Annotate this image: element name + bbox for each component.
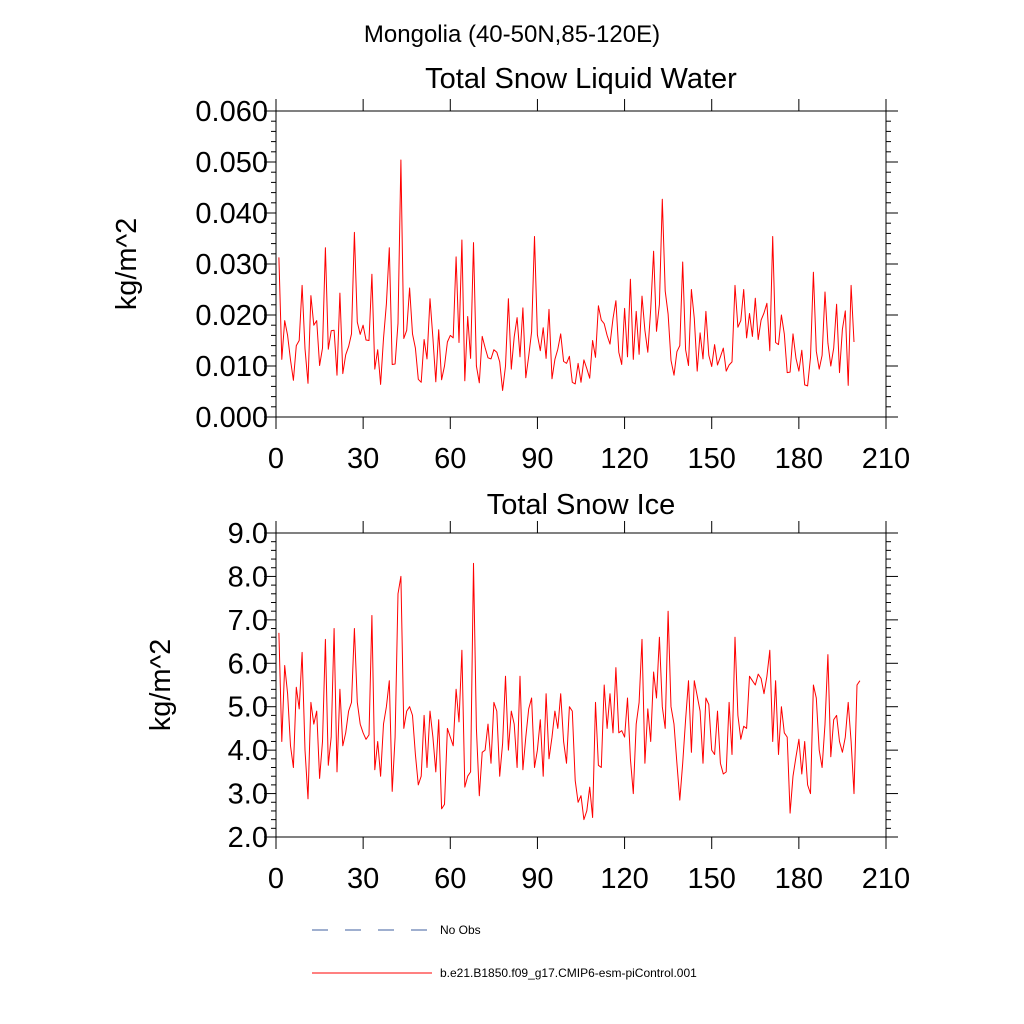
x-tick-label: 30 <box>347 863 379 895</box>
y-tick-label: 0.050 <box>195 147 268 179</box>
x-tick-label: 90 <box>521 863 553 895</box>
series-line <box>278 562 861 821</box>
figure-suptitle: Mongolia (40-50N,85-120E) <box>364 21 660 48</box>
y-tick-label: 7.0 <box>228 605 268 637</box>
y-tick-label: 2.0 <box>228 822 268 854</box>
snow-ice-panel: Total Snow Ice kg/m^2 0 30 60 90 120 150 180 210 2… <box>145 489 910 895</box>
x-tick-label: 0 <box>268 443 284 475</box>
plot-frame <box>275 110 887 418</box>
x-tick-label: 30 <box>347 443 379 475</box>
legend: No Obs b.e21.B1850.f09_g17.CMIP6-esm-piC… <box>312 923 697 980</box>
chart-title: Total Snow Liquid Water <box>425 63 737 95</box>
y-tick-label: 6.0 <box>228 648 268 680</box>
y-tick-label: 4.0 <box>228 735 268 767</box>
y-axis-label: kg/m^2 <box>145 639 177 732</box>
legend-label-no-obs: No Obs <box>440 923 481 937</box>
y-tick-label: 0.010 <box>195 351 268 383</box>
legend-item-no-obs: No Obs <box>312 923 481 937</box>
y-tick-label: 0.020 <box>195 300 268 332</box>
y-tick-label: 3.0 <box>228 779 268 811</box>
x-tick-label: 0 <box>268 863 284 895</box>
y-tick-label: 0.040 <box>195 198 268 230</box>
x-tick-label: 150 <box>688 863 736 895</box>
x-tick-label: 180 <box>775 443 823 475</box>
snow-liquid-water-panel: Total Snow Liquid Water kg/m^2 0 30 60 90 120 1… <box>111 63 910 475</box>
y-tick-label: 0.030 <box>195 249 268 281</box>
legend-item-model-run: b.e21.B1850.f09_g17.CMIP6-esm-piControl.… <box>312 966 697 980</box>
y-tick-label: 9.0 <box>228 518 268 550</box>
y-tick-label: 5.0 <box>228 692 268 724</box>
x-tick-label: 210 <box>862 443 910 475</box>
y-axis-label: kg/m^2 <box>111 218 143 311</box>
y-tick-label: 8.0 <box>228 561 268 593</box>
chart-title: Total Snow Ice <box>487 489 676 521</box>
plot-frame <box>275 532 887 838</box>
y-tick-label: 0.060 <box>195 96 268 128</box>
x-tick-label: 60 <box>434 863 466 895</box>
x-tick-label: 150 <box>688 443 736 475</box>
x-tick-label: 180 <box>775 863 823 895</box>
series-line <box>278 159 855 391</box>
y-tick-label: 0.000 <box>195 402 268 434</box>
x-tick-label: 120 <box>600 863 648 895</box>
x-tick-label: 120 <box>600 443 648 475</box>
x-tick-label: 60 <box>434 443 466 475</box>
x-tick-label: 90 <box>521 443 553 475</box>
x-tick-label: 210 <box>862 863 910 895</box>
legend-label-model-run: b.e21.B1850.f09_g17.CMIP6-esm-piControl.… <box>440 966 697 980</box>
